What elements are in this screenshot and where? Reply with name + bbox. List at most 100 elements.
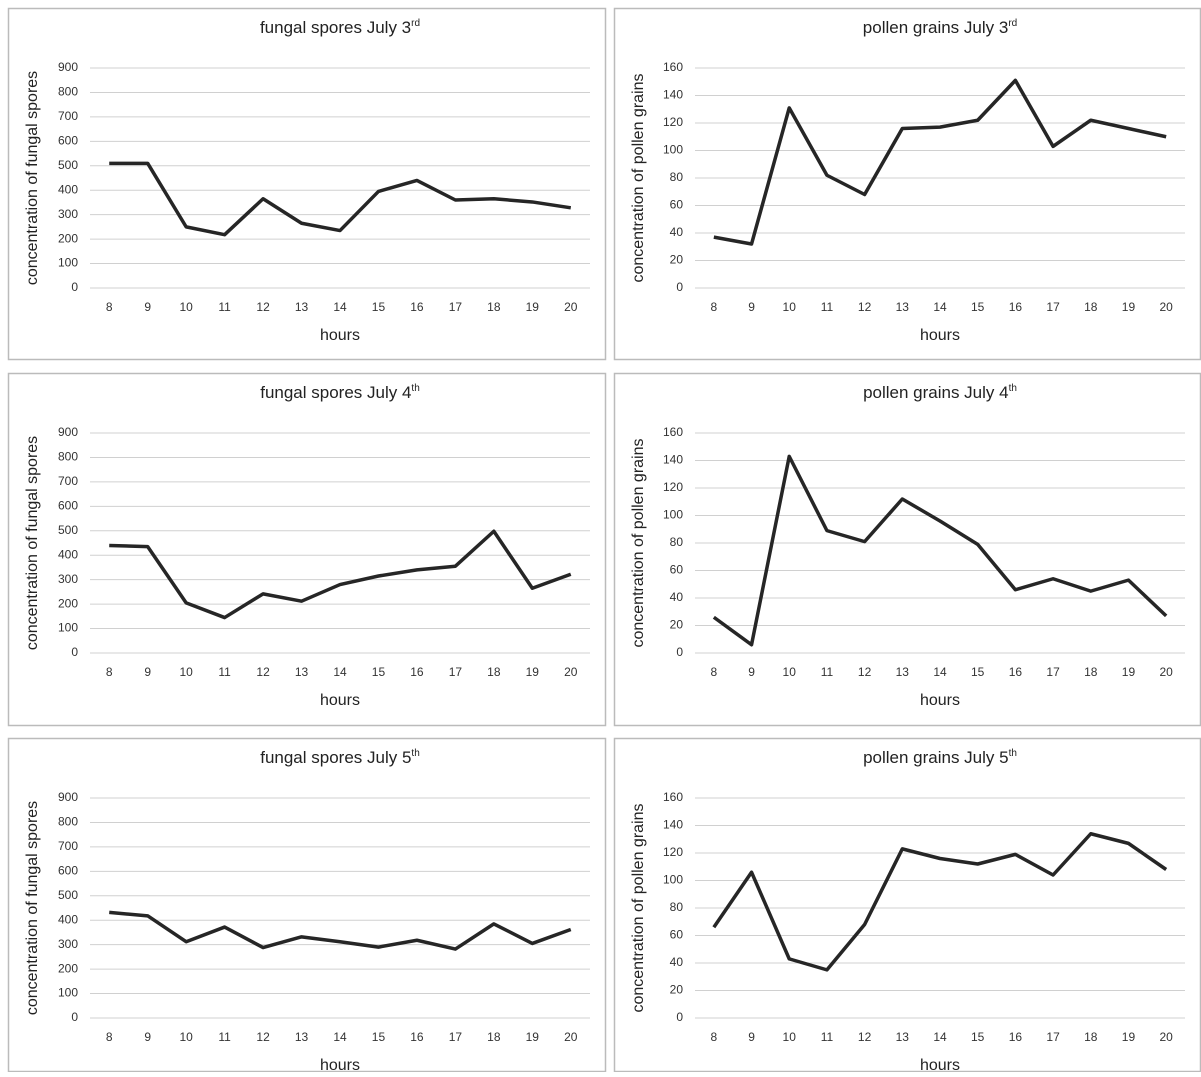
chart-panel: fungal spores July 5th concentration of f…: [7, 737, 607, 1074]
x-tick-label: 12: [858, 300, 872, 314]
y-tick-label: 500: [58, 158, 78, 172]
x-tick-label: 13: [295, 665, 309, 679]
x-axis-title: hours: [920, 327, 960, 344]
y-axis-title: concentration of pollen grains: [630, 438, 647, 647]
y-tick-label: 0: [676, 280, 683, 294]
y-tick-label: 100: [58, 621, 78, 635]
y-tick-label: 40: [670, 955, 684, 969]
x-tick-label: 12: [858, 665, 872, 679]
x-tick-label: 16: [1009, 300, 1023, 314]
y-tick-label: 160: [663, 790, 683, 804]
x-tick-label: 19: [1122, 300, 1136, 314]
x-axis-title: hours: [920, 1057, 960, 1072]
x-tick-label: 11: [821, 1030, 834, 1044]
x-tick-label: 11: [821, 665, 834, 679]
data-line: [712, 454, 1168, 647]
y-axis-title: concentration of fungal spores: [24, 801, 41, 1015]
y-tick-label: 160: [663, 425, 683, 439]
y-tick-label: 300: [58, 572, 78, 586]
x-tick-label: 14: [333, 300, 347, 314]
chart-title: pollen grains July 5th: [863, 748, 1017, 768]
x-tick-label: 14: [933, 300, 947, 314]
x-axis-title: hours: [320, 692, 360, 709]
title-text: fungal spores July 5: [260, 748, 411, 767]
x-axis-title: hours: [320, 1057, 360, 1072]
x-tick-label: 20: [564, 665, 578, 679]
y-tick-label: 900: [58, 60, 78, 74]
x-tick-label: 11: [218, 665, 231, 679]
panel-border: [7, 7, 607, 361]
chart-title: fungal spores July 5th: [260, 748, 420, 768]
x-tick-label: 16: [1009, 1030, 1023, 1044]
x-tick-label: 17: [1046, 300, 1060, 314]
data-line: [109, 161, 572, 237]
y-tick-label: 500: [58, 523, 78, 537]
x-tick-label: 13: [896, 300, 910, 314]
x-tick-label: 16: [1009, 665, 1023, 679]
y-tick-label: 60: [670, 928, 684, 942]
y-tick-label: 0: [71, 645, 78, 659]
y-tick-label: 140: [663, 818, 683, 832]
y-tick-label: 140: [663, 453, 683, 467]
x-tick-label: 9: [144, 300, 151, 314]
x-tick-label: 17: [449, 1030, 463, 1044]
x-tick-label: 15: [372, 1030, 386, 1044]
y-tick-label: 300: [58, 937, 78, 951]
y-tick-label: 0: [71, 280, 78, 294]
x-tick-label: 15: [372, 665, 386, 679]
x-tick-label: 19: [526, 300, 540, 314]
data-line: [109, 910, 572, 951]
y-tick-label: 800: [58, 450, 78, 464]
panel-border: [613, 737, 1201, 1073]
y-tick-label: 800: [58, 85, 78, 99]
x-tick-label: 11: [218, 1030, 231, 1044]
x-tick-label: 15: [971, 300, 985, 314]
x-tick-label: 13: [896, 1030, 910, 1044]
y-tick-label: 200: [58, 231, 78, 245]
y-tick-label: 160: [663, 60, 683, 74]
x-tick-label: 8: [711, 665, 718, 679]
title-superscript: rd: [1008, 18, 1017, 29]
x-tick-label: 20: [564, 300, 578, 314]
y-tick-label: 40: [670, 225, 684, 239]
y-tick-label: 80: [670, 170, 684, 184]
x-tick-label: 17: [1046, 1030, 1060, 1044]
y-tick-label: 60: [670, 198, 684, 212]
x-tick-label: 20: [1159, 665, 1173, 679]
chart-panel: pollen grains July 4th concentration of p…: [613, 372, 1201, 727]
x-tick-label: 18: [487, 300, 501, 314]
x-tick-label: 8: [711, 300, 718, 314]
x-axis-title: hours: [920, 692, 960, 709]
y-tick-label: 100: [663, 873, 683, 887]
title-text: pollen grains July 5: [863, 748, 1009, 767]
y-axis-title: concentration of fungal spores: [24, 436, 41, 650]
x-tick-label: 18: [487, 1030, 501, 1044]
x-tick-label: 14: [333, 1030, 347, 1044]
x-tick-label: 13: [896, 665, 910, 679]
x-tick-label: 15: [372, 300, 386, 314]
chart-title: pollen grains July 3rd: [863, 18, 1017, 38]
title-text: fungal spores July 3: [260, 18, 411, 37]
y-tick-label: 500: [58, 888, 78, 902]
x-tick-label: 13: [295, 300, 309, 314]
x-tick-label: 9: [748, 300, 755, 314]
x-tick-label: 17: [449, 665, 463, 679]
y-tick-label: 700: [58, 474, 78, 488]
y-tick-label: 600: [58, 864, 78, 878]
title-superscript: th: [1009, 748, 1017, 759]
y-axis-title: concentration of pollen grains: [630, 73, 647, 282]
x-tick-label: 11: [821, 300, 834, 314]
chart-panel: fungal spores July 4th concentration of f…: [7, 372, 607, 727]
x-tick-label: 9: [144, 665, 151, 679]
x-tick-label: 19: [526, 1030, 540, 1044]
y-tick-label: 120: [663, 480, 683, 494]
x-tick-label: 16: [410, 1030, 424, 1044]
title-superscript: th: [411, 748, 419, 759]
y-tick-label: 80: [670, 900, 684, 914]
y-tick-label: 900: [58, 790, 78, 804]
x-tick-label: 8: [106, 665, 113, 679]
y-tick-label: 400: [58, 182, 78, 196]
chart-title: fungal spores July 3rd: [260, 18, 420, 38]
x-tick-label: 18: [1084, 665, 1098, 679]
title-text: fungal spores July 4: [260, 383, 411, 402]
